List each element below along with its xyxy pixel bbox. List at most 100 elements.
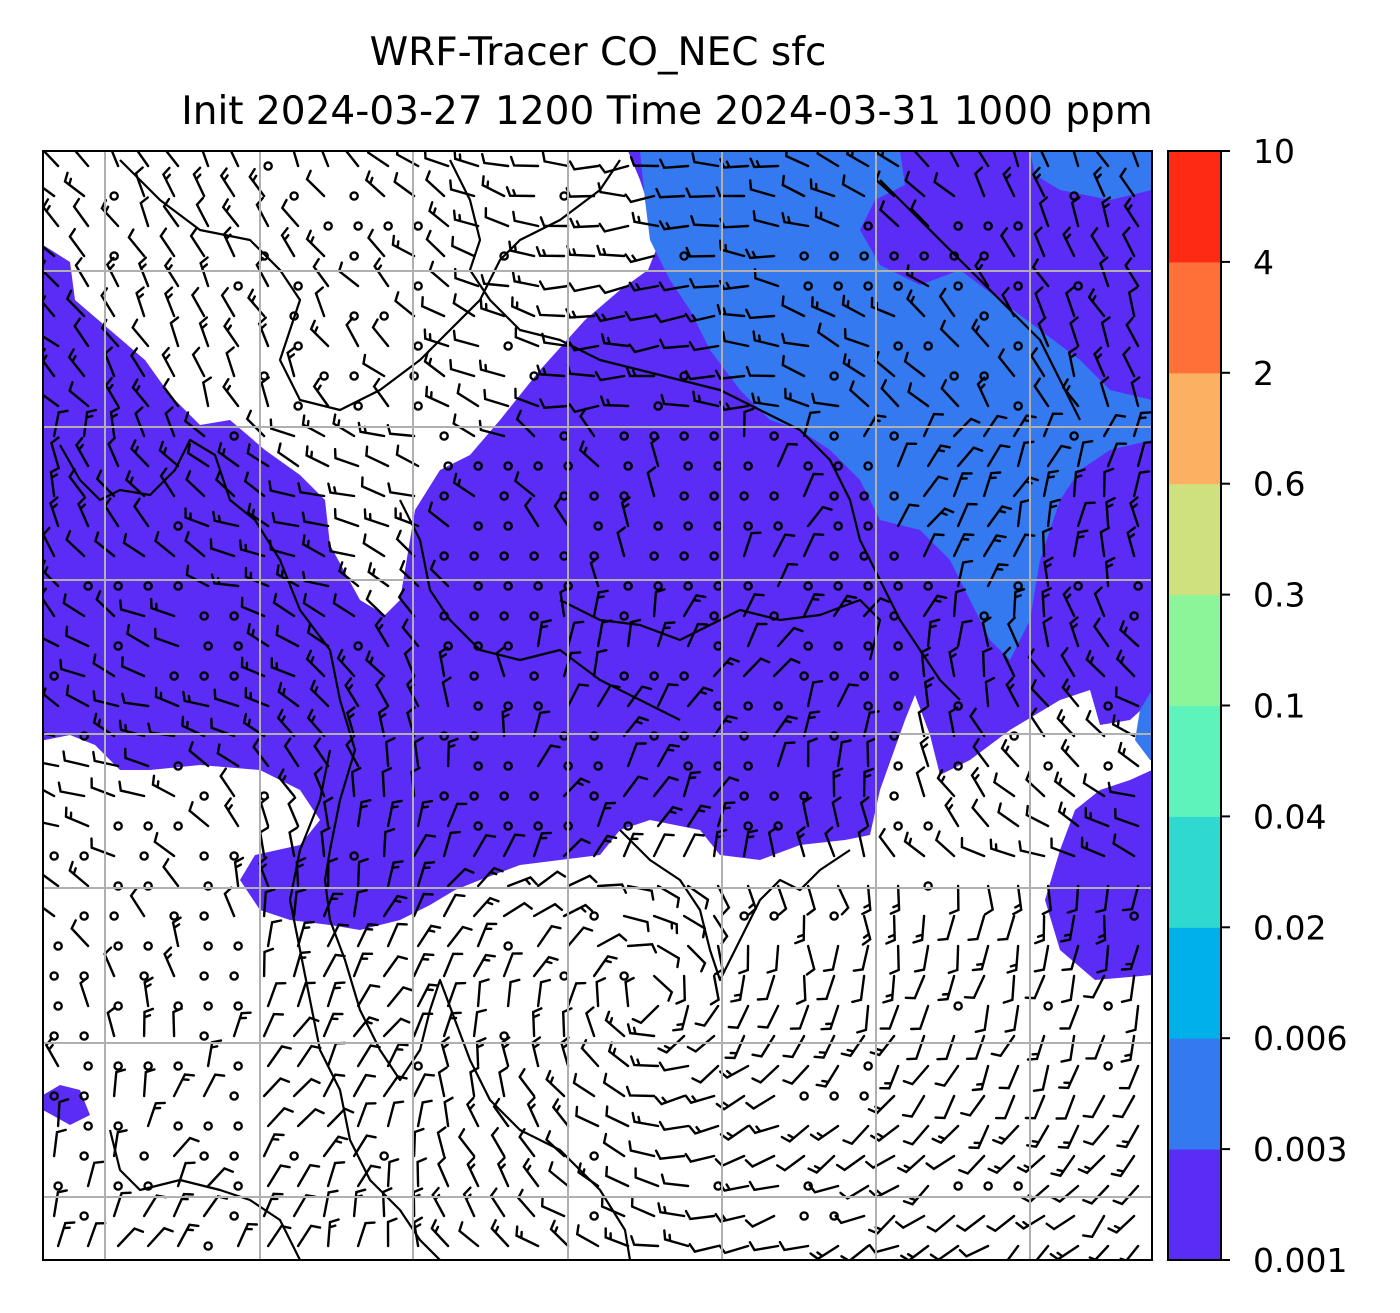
wind-barb <box>626 1023 656 1038</box>
wind-barb <box>163 946 176 978</box>
wind-barb <box>163 286 176 318</box>
wind-barb <box>43 335 60 348</box>
calm-wind-circle <box>83 1121 93 1131</box>
wind-barb <box>722 331 750 348</box>
wind-barb <box>1096 944 1110 974</box>
wind-barb <box>312 377 330 408</box>
calm-wind-circle <box>529 611 539 621</box>
wind-barb <box>296 920 315 948</box>
wind-barb <box>266 1164 291 1188</box>
calm-wind-circle <box>889 731 899 741</box>
wind-barb <box>56 1221 76 1248</box>
wind-barb <box>90 837 116 858</box>
calm-wind-circle <box>683 521 693 531</box>
wind-barb <box>326 1218 340 1248</box>
wind-barb <box>652 588 666 618</box>
wind-barb <box>1035 1244 1050 1260</box>
wind-barb <box>1107 1214 1136 1234</box>
wind-barb <box>656 944 681 969</box>
wind-barb <box>416 924 442 948</box>
wind-barb <box>260 376 270 408</box>
wind-barb <box>158 440 180 468</box>
wind-barb <box>95 469 116 498</box>
wind-barb <box>159 227 176 258</box>
wind-barb <box>1041 587 1052 618</box>
wind-barb <box>652 833 675 858</box>
wind-barb <box>1038 196 1050 228</box>
wind-barb <box>600 395 630 408</box>
wind-barb <box>476 866 504 888</box>
calm-wind-circle <box>113 1001 123 1011</box>
wind-barb <box>596 883 628 894</box>
wind-barb <box>127 228 146 258</box>
wind-barb <box>172 1192 195 1218</box>
calm-wind-circle <box>889 671 899 681</box>
wind-barb <box>122 532 146 558</box>
wind-barb <box>476 922 498 948</box>
wind-barb <box>842 353 866 378</box>
wind-barb <box>652 974 674 1002</box>
wind-barb <box>79 976 90 1008</box>
wind-barb <box>1025 804 1050 828</box>
wind-barb <box>518 1068 536 1098</box>
wind-barb <box>1085 649 1106 678</box>
wind-barb <box>592 649 608 678</box>
calm-wind-circle <box>1043 761 1053 771</box>
calm-wind-circle <box>349 191 359 201</box>
wind-barb <box>931 1124 960 1145</box>
calm-wind-circle <box>589 1211 599 1221</box>
wind-barb <box>424 170 446 198</box>
calm-wind-circle <box>233 1121 243 1131</box>
wind-barb <box>151 774 176 798</box>
wind-barb <box>313 766 326 798</box>
wind-barb <box>778 1240 810 1252</box>
wind-barb <box>490 1127 506 1158</box>
calm-wind-circle <box>53 1181 63 1191</box>
wind-barb <box>1050 1154 1076 1178</box>
wind-barb <box>313 737 330 768</box>
wind-barb <box>262 1133 285 1158</box>
calm-wind-circle <box>413 341 423 351</box>
wind-barb <box>356 1164 382 1188</box>
wind-barb <box>933 172 956 198</box>
wind-barb <box>972 738 990 768</box>
wind-barb <box>970 767 986 798</box>
wind-barb <box>43 906 56 918</box>
calm-wind-circle <box>473 521 483 531</box>
wind-barb <box>785 151 810 168</box>
wind-barb <box>374 676 390 708</box>
wind-barb <box>986 444 1011 468</box>
calm-wind-circle <box>979 371 989 381</box>
wind-barb <box>1093 586 1106 618</box>
wind-barb <box>292 888 307 918</box>
calm-wind-circle <box>203 1241 213 1251</box>
wind-barb <box>1114 807 1140 828</box>
wind-barb <box>532 831 553 858</box>
wind-barb <box>976 376 990 408</box>
wind-barb <box>336 648 356 678</box>
wind-barb <box>446 981 467 1008</box>
calm-wind-circle <box>953 1181 963 1191</box>
colorbar-segment <box>1168 705 1221 817</box>
calm-wind-circle <box>503 341 513 351</box>
calm-wind-circle <box>983 221 993 231</box>
wind-barb <box>272 592 296 618</box>
wind-barb <box>569 217 600 229</box>
wind-barb <box>1041 884 1053 916</box>
calm-wind-circle <box>79 1211 89 1221</box>
border-south-bay <box>619 829 851 982</box>
wind-barb <box>296 1224 322 1248</box>
wind-barb <box>449 358 476 378</box>
wind-barb <box>983 884 995 916</box>
wind-barb <box>449 179 476 198</box>
calm-wind-circle <box>173 1121 183 1131</box>
wind-barb <box>446 925 473 948</box>
calm-wind-circle <box>859 551 869 561</box>
wind-barb <box>982 414 1008 438</box>
calm-wind-circle <box>589 911 599 921</box>
calm-wind-circle <box>799 671 809 681</box>
calm-wind-circle <box>139 1151 149 1161</box>
wind-barb <box>1062 226 1076 258</box>
wind-barb <box>502 833 526 858</box>
calm-wind-circle <box>863 641 873 651</box>
